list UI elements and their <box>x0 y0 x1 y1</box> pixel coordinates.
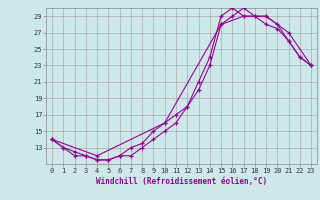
X-axis label: Windchill (Refroidissement éolien,°C): Windchill (Refroidissement éolien,°C) <box>96 177 267 186</box>
